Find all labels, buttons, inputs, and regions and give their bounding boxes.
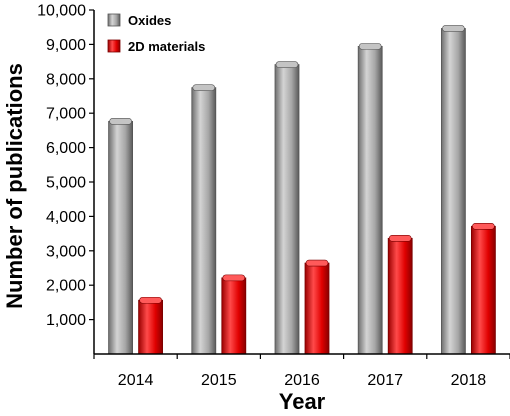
legend-swatch bbox=[107, 39, 121, 53]
y-tick-label: 2,000 bbox=[46, 278, 86, 295]
x-tick-label: 2016 bbox=[284, 372, 320, 389]
bar-oxides-2014 bbox=[108, 118, 133, 355]
legend-swatch bbox=[107, 13, 121, 27]
y-tick-label: 6,000 bbox=[46, 140, 86, 157]
x-tick-label: 2014 bbox=[118, 372, 154, 389]
legend-label: Oxides bbox=[128, 13, 171, 28]
y-tick-label: 9,000 bbox=[46, 37, 86, 54]
bar-2d-materials-2018 bbox=[470, 222, 496, 355]
y-axis-ticks: 1,000 2,000 3,000 4,000 5,000 6,000 7,000 8,000… bbox=[37, 3, 94, 329]
y-tick-label: 5,000 bbox=[46, 175, 86, 192]
y-tick-label: 3,000 bbox=[46, 243, 86, 260]
bar-oxides-2017 bbox=[357, 43, 383, 355]
x-tick-label: 2015 bbox=[201, 372, 237, 389]
bar-2d-materials-2017 bbox=[387, 235, 413, 355]
x-tick-label: 2018 bbox=[451, 372, 487, 389]
y-axis-title: Number of publications bbox=[2, 63, 27, 309]
bar-2d-materials-2014 bbox=[138, 296, 164, 355]
legend-item-oxides: Oxides bbox=[107, 13, 171, 28]
bars bbox=[108, 25, 496, 355]
y-tick-label: 8,000 bbox=[46, 71, 86, 88]
y-tick-label: 10,000 bbox=[37, 3, 86, 20]
legend-label: 2D materials bbox=[128, 39, 205, 54]
y-tick-label: 4,000 bbox=[46, 209, 86, 226]
bar-oxides-2018 bbox=[440, 25, 466, 355]
x-axis-title: Year bbox=[279, 389, 326, 414]
y-tick-label: 1,000 bbox=[46, 312, 86, 329]
x-tick-label: 2017 bbox=[367, 372, 403, 389]
bar-oxides-2016 bbox=[274, 61, 300, 355]
legend-item-2d-materials: 2D materials bbox=[107, 39, 205, 54]
bar-oxides-2015 bbox=[191, 84, 217, 355]
bar-2d-materials-2015 bbox=[221, 274, 247, 355]
bar-2d-materials-2016 bbox=[304, 259, 330, 355]
legend: Oxides 2D materials bbox=[107, 13, 205, 54]
x-axis-ticks: 2014 2015 2016 2017 2018 bbox=[93, 354, 510, 389]
y-tick-label: 7,000 bbox=[46, 106, 86, 123]
